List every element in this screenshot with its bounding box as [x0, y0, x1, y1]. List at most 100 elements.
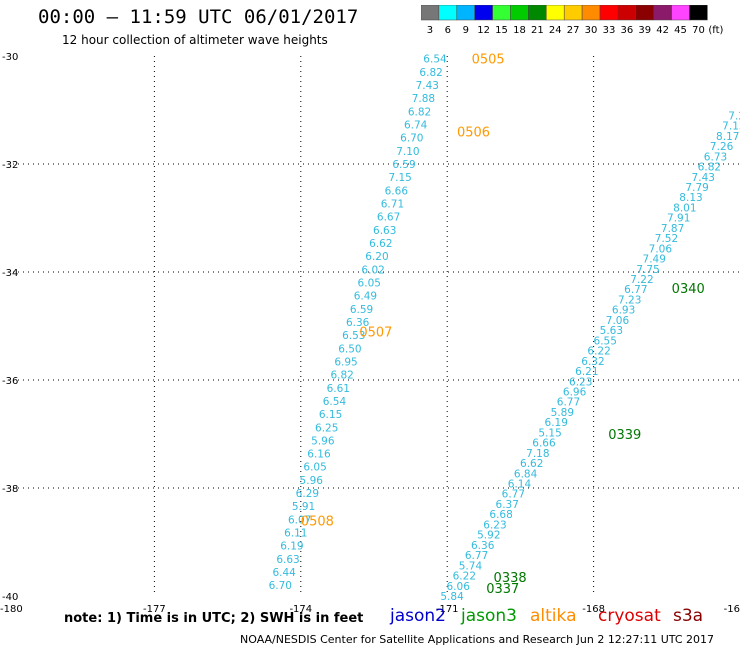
wave-height-value: 6.50	[338, 343, 361, 355]
wave-height-value: 6.15	[319, 409, 342, 421]
legend-jason2: jason2	[390, 606, 446, 626]
wave-height-value: 5.63	[600, 325, 623, 337]
wave-height-value: 6.11	[284, 528, 307, 540]
colorbar-label: 24	[549, 25, 562, 35]
colorbar-label: 6	[445, 25, 451, 35]
wave-height-value: 6.37	[496, 499, 519, 511]
colorbar-label: 39	[638, 25, 651, 35]
wave-height-value: 6.95	[334, 356, 357, 368]
y-tick-label: -36	[2, 376, 18, 387]
wave-height-value: 6.05	[358, 277, 381, 289]
wave-height-value: 6.66	[385, 185, 409, 197]
wave-height-value: 6.22	[587, 346, 610, 358]
wave-height-value: 7.43	[416, 80, 439, 92]
wave-height-value: 6.77	[624, 284, 647, 296]
legend-s3a: s3a	[673, 606, 704, 626]
wave-height-value: 6.49	[354, 291, 377, 303]
wave-height-value: 6.70	[269, 580, 292, 592]
wave-height-value: 7.10	[396, 146, 419, 158]
wave-height-value: 6.96	[563, 386, 587, 398]
wave-height-value: 6.61	[327, 383, 350, 395]
wave-height-value: 6.70	[400, 133, 423, 145]
wave-height-value: 7.91	[667, 213, 690, 225]
wave-height-value: 6.62	[369, 238, 392, 250]
legend-cryosat: cryosat	[598, 606, 661, 626]
y-tick-label: -40	[2, 592, 18, 603]
colorbar-label: 33	[603, 25, 616, 35]
wave-height-value: 6.77	[557, 397, 580, 409]
colorbar-label: 3	[427, 25, 433, 35]
wave-height-value: 7.15	[388, 172, 411, 184]
wave-height-value: 6.29	[296, 488, 319, 500]
colorbar-label: 21	[531, 25, 544, 35]
y-tick-label: -34	[2, 268, 18, 279]
wave-height-value: 6.68	[489, 509, 512, 521]
wave-height-value: 6.73	[704, 151, 727, 163]
wave-height-value: 6.07	[288, 514, 311, 526]
wave-height-value: 6.21	[575, 366, 598, 378]
colorbar-label: 12	[477, 25, 490, 35]
wave-height-value: 6.71	[381, 198, 404, 210]
wave-height-value: 6.59	[392, 159, 415, 171]
wave-height-value: 7.22	[630, 274, 653, 286]
wave-height-value: 6.82	[408, 106, 431, 118]
wave-height-value: 6.19	[280, 541, 303, 553]
x-tick-label: -171	[436, 604, 459, 615]
wave-height-value: 6.06	[447, 581, 471, 593]
wave-height-value: 7.21	[728, 110, 740, 122]
colorbar-unit: (ft)	[708, 25, 723, 35]
colorbar-label: 30	[585, 25, 598, 35]
wave-height-value: 6.66	[532, 438, 556, 450]
credit-line: NOAA/NESDIS Center for Satellite Applica…	[240, 633, 715, 646]
wave-height-value: 6.82	[330, 370, 353, 382]
wave-height-value: 5.92	[477, 530, 500, 542]
wave-height-value: 6.63	[373, 225, 396, 237]
wave-height-value: 6.44	[272, 567, 296, 579]
wave-height-value: 5.74	[459, 560, 483, 572]
legend-jason3: jason3	[461, 606, 517, 626]
wave-height-value: 6.84	[514, 468, 538, 480]
wave-height-value: 6.77	[465, 550, 488, 562]
wave-height-value: 6.54	[423, 54, 447, 66]
pass-time-label: 0338	[494, 571, 527, 586]
wave-height-value: 7.06	[606, 315, 630, 327]
wave-height-value: 6.23	[569, 376, 592, 388]
pass-time-label: 0506	[457, 126, 490, 141]
wave-height-value: 7.13	[722, 121, 740, 133]
wave-height-value: 5.15	[538, 427, 561, 439]
pass-time-label: 0340	[672, 282, 705, 297]
x-tick-label: -174	[289, 604, 312, 615]
wave-height-value: 7.87	[661, 223, 684, 235]
wave-height-value: 6.19	[545, 417, 568, 429]
wave-height-value: 7.88	[412, 93, 435, 105]
wave-height-value: 5.96	[300, 475, 324, 487]
wave-height-value: 7.52	[655, 233, 678, 245]
wave-height-value: 6.53	[342, 330, 365, 342]
y-tick-label: -30	[2, 52, 18, 63]
wave-height-value: 7.23	[618, 294, 641, 306]
wave-height-value: 6.02	[361, 264, 384, 276]
chart-subtitle: 12 hour collection of altimeter wave hei…	[62, 33, 328, 47]
colorbar-label: 36	[620, 25, 633, 35]
y-tick-label: -32	[2, 160, 18, 171]
x-tick-label: -16	[724, 604, 740, 615]
wave-height-value: 6.05	[303, 462, 326, 474]
wave-height-value: 7.75	[636, 264, 659, 276]
wave-height-value: 5.84	[440, 591, 464, 603]
wave-height-value: 6.25	[315, 422, 338, 434]
wave-height-value: 6.32	[581, 356, 604, 368]
colorbar-label: 15	[495, 25, 508, 35]
wave-height-value: 6.63	[276, 554, 299, 566]
wave-height-value: 6.55	[594, 335, 617, 347]
colorbar-swatch	[689, 5, 708, 21]
wave-height-value: 8.13	[679, 192, 702, 204]
wave-height-value: 8.01	[673, 202, 696, 214]
wave-height-value: 7.49	[643, 254, 666, 266]
wave-height-value: 6.54	[323, 396, 347, 408]
wave-height-value: 5.91	[292, 501, 315, 513]
wave-height-value: 6.23	[483, 519, 506, 531]
wave-height-value: 6.93	[612, 305, 635, 317]
colorbar-label: 45	[674, 25, 687, 35]
wave-height-value: 6.22	[453, 571, 476, 583]
